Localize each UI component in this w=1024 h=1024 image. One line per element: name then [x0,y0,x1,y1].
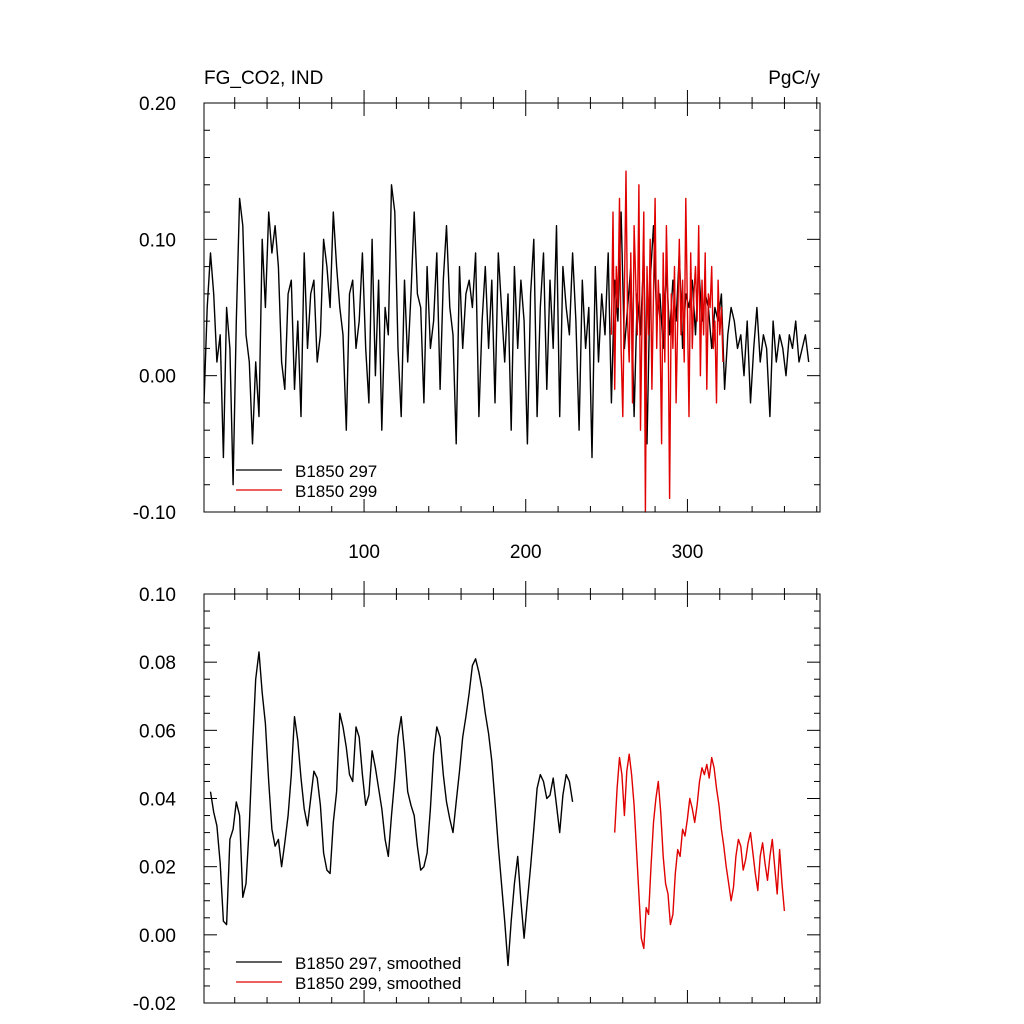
top-series-line-1 [610,170,724,513]
bottom-y-tick-label: 0.00 [139,926,176,947]
bottom-y-tick-label: 0.04 [139,790,176,811]
top-panel-lines [203,170,810,513]
bottom-y-tick-label: 0.02 [139,858,176,879]
top-panel-title: FG_CO2, IND [204,68,323,89]
legend-label-b1850-299: B1850 299 [295,482,377,501]
top-panel-y-ticks: -0.10 0.00 0.10 0.20 [133,94,820,524]
legend-label-b1850-297: B1850 297 [295,462,377,481]
top-panel-x-ticks: 100 200 300 [234,90,818,563]
bottom-panel-legend: B1850 297, smoothed B1850 299, smoothed [236,954,461,993]
top-y-tick-label: 0.20 [139,94,176,115]
top-x-tick-label: 100 [348,542,380,563]
top-y-tick-label: 0.00 [139,367,176,388]
top-x-tick-label: 200 [510,542,542,563]
bottom-y-tick-label: 0.10 [139,585,176,606]
legend-label-b1850-299-smoothed: B1850 299, smoothed [295,974,461,993]
top-panel-frame [203,102,821,513]
legend-label-b1850-297-smoothed: B1850 297, smoothed [295,954,461,973]
top-y-tick-label: 0.10 [139,230,176,251]
top-panel: FG_CO2, IND PgC/y -0.10 0.00 0.10 0.20 100 2… [133,68,821,563]
bottom-series-line-0 [209,651,574,967]
top-panel-legend: B1850 297 B1850 299 [236,462,377,501]
bottom-panel-y-ticks: -0.02 0.00 0.02 0.04 0.06 0.08 0.10 [133,585,820,1015]
bottom-y-tick-label: 0.08 [139,653,176,674]
bottom-panel-x-ticks [234,581,818,1003]
bottom-panel-lines [209,651,786,967]
top-x-tick-label: 300 [672,542,704,563]
bottom-panel: -0.02 0.00 0.02 0.04 0.06 0.08 0.10 B1850 297,… [133,581,821,1015]
bottom-panel-frame [203,593,821,1004]
top-panel-units: PgC/y [768,68,820,89]
top-y-tick-label: -0.10 [133,503,176,524]
bottom-series-line-1 [614,753,786,950]
bottom-y-tick-label: 0.06 [139,721,176,742]
bottom-y-tick-label: -0.02 [133,994,176,1015]
